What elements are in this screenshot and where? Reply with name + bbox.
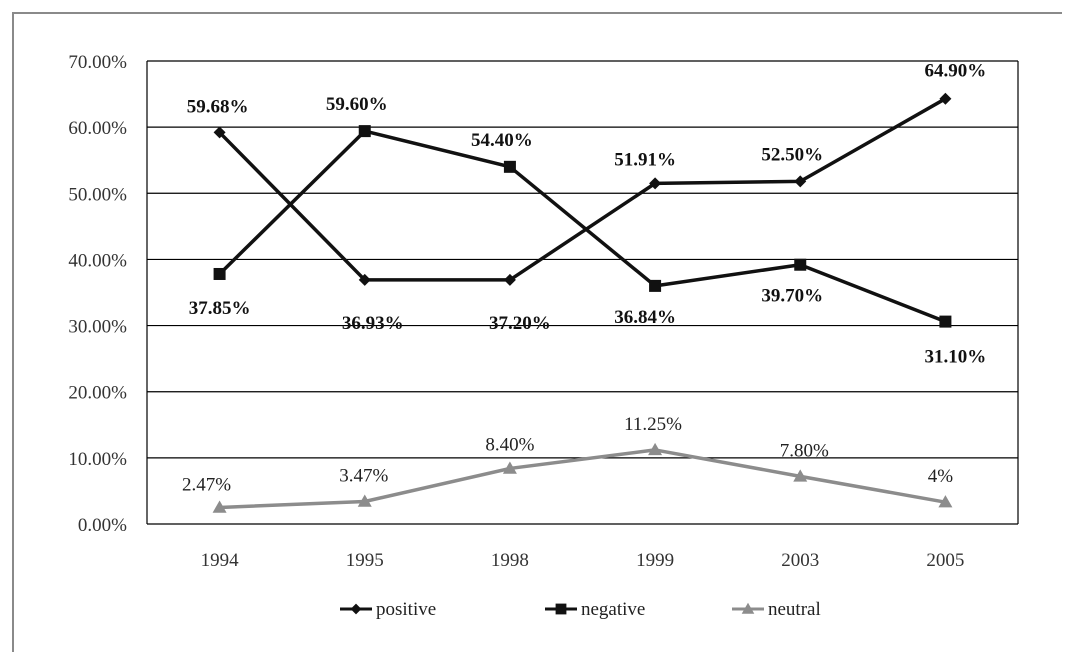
positive-data-label: 64.90% (925, 61, 987, 82)
square-marker (213, 267, 226, 280)
negative-data-label: 59.60% (326, 94, 388, 115)
negative-data-label: 31.10% (925, 347, 987, 368)
triangle-marker (357, 494, 372, 507)
square-marker (555, 603, 567, 615)
diamond-marker (213, 126, 226, 139)
y-axis: 0.00% 10.00% 20.00% 30.00% 40.00% 50.00% 60.00… (68, 52, 127, 536)
square-marker (503, 160, 516, 173)
data-labels: 59.68% 36.93% 37.20% 51.91% 52.50% 64.90% 37.8… (182, 61, 986, 496)
neutral-data-label: 2.47% (182, 474, 231, 495)
positive-legend-label: positive (376, 599, 436, 620)
y-tick-label: 30.00% (68, 317, 127, 338)
y-tick-label: 50.00% (68, 184, 127, 205)
diamond-marker (358, 273, 371, 286)
negative-data-label: 37.85% (189, 298, 251, 319)
diamond-marker (939, 92, 952, 105)
negative-data-label: 36.84% (614, 307, 676, 328)
square-marker (649, 279, 662, 292)
triangle-marker (741, 602, 755, 614)
x-tick-label: 1999 (636, 550, 674, 571)
positive-data-label: 51.91% (614, 149, 676, 170)
x-tick-label: 2005 (926, 550, 964, 571)
chart-frame (12, 12, 1062, 652)
neutral-series-line (219, 448, 946, 510)
neutral-legend-label: neutral (768, 599, 821, 620)
diamond-marker (503, 273, 516, 286)
triangle-marker (502, 461, 517, 474)
positive-data-label: 52.50% (761, 144, 823, 165)
y-tick-label: 40.00% (68, 250, 127, 271)
y-tick-label: 20.00% (68, 383, 127, 404)
x-axis: 1994 1995 1998 1999 2003 2005 (201, 550, 965, 571)
y-tick-label: 10.00% (68, 449, 127, 470)
negative-data-label: 39.70% (761, 286, 823, 307)
y-tick-label: 60.00% (68, 118, 127, 139)
series-lines (218, 97, 947, 510)
y-tick-label: 0.00% (78, 515, 127, 536)
neutral-data-label: 3.47% (339, 466, 388, 487)
square-marker (939, 315, 952, 328)
diamond-marker (794, 175, 807, 188)
y-tick-label: 70.00% (68, 52, 127, 73)
positive-series-line (218, 97, 947, 282)
square-marker (794, 258, 807, 271)
square-marker (358, 125, 371, 138)
neutral-data-label: 7.80% (780, 440, 829, 461)
diamond-marker (649, 177, 662, 190)
positive-data-label: 36.93% (342, 313, 404, 334)
x-tick-label: 1995 (346, 550, 384, 571)
series-markers (212, 92, 953, 513)
neutral-data-label: 11.25% (624, 414, 682, 435)
triangle-marker (648, 442, 663, 456)
x-tick-label: 1998 (491, 550, 529, 571)
triangle-marker (938, 495, 953, 508)
neutral-data-label: 8.40% (485, 434, 534, 455)
neutral-data-label: 4% (928, 466, 954, 487)
positive-data-label: 59.68% (187, 96, 249, 117)
negative-series-line (218, 129, 947, 324)
x-tick-label: 2003 (781, 550, 819, 571)
negative-data-label: 54.40% (471, 130, 533, 151)
diamond-marker (350, 603, 362, 615)
x-tick-label: 1994 (201, 550, 240, 571)
positive-data-label: 37.20% (489, 313, 551, 334)
negative-legend-label: negative (581, 599, 645, 620)
triangle-marker (212, 500, 227, 513)
legend: positive negative neutral (340, 599, 821, 620)
triangle-marker (793, 469, 808, 482)
